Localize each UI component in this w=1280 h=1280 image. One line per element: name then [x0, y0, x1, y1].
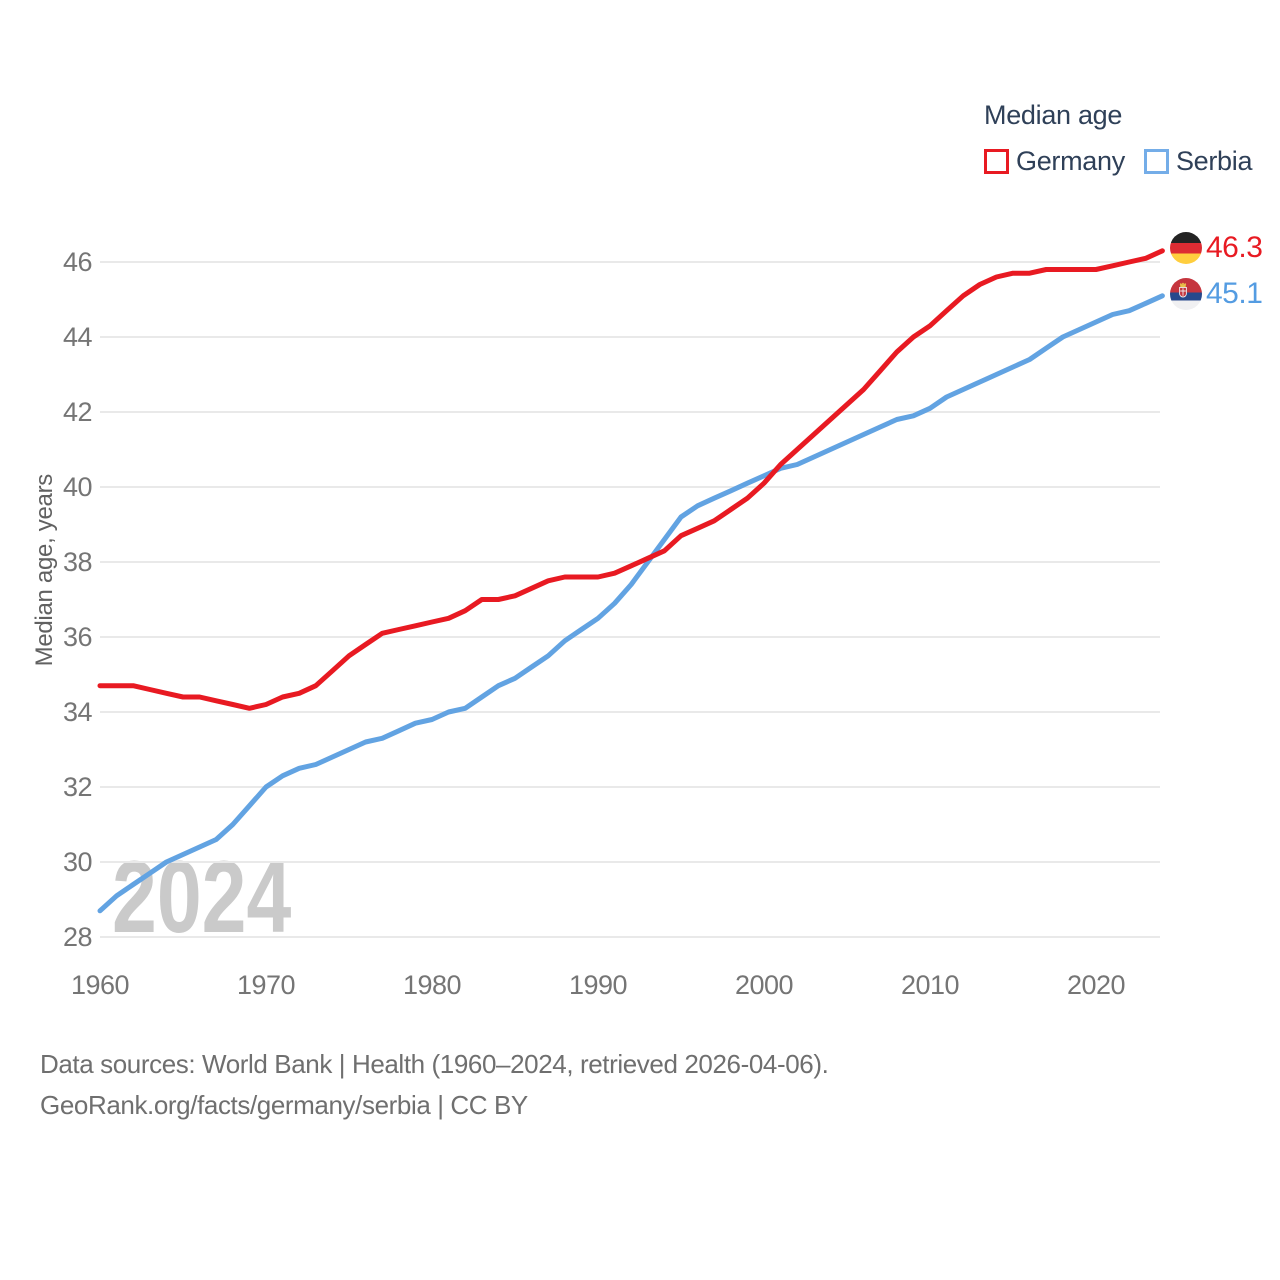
- legend: Median age Germany Serbia: [984, 100, 1252, 177]
- germany-flag-icon: [1170, 232, 1202, 264]
- germany-legend-swatch[interactable]: [984, 149, 1009, 174]
- x-tick-label: 1990: [568, 970, 628, 1000]
- x-tick-label: 2020: [1066, 970, 1126, 1000]
- x-tick-label: 1970: [236, 970, 296, 1000]
- germany-line[interactable]: [97, 248, 1165, 711]
- serbia-end-value: 45.1: [1206, 277, 1263, 310]
- source-line-1: Data sources: World Bank | Health (1960–…: [40, 1049, 829, 1079]
- y-tick-label: 40: [62, 472, 93, 502]
- serbia-legend-swatch[interactable]: [1143, 149, 1169, 174]
- legend-item-germany[interactable]: Germany: [1016, 146, 1125, 176]
- legend-title: Median age: [984, 100, 1123, 130]
- y-tick-label: 42: [62, 397, 93, 427]
- y-tick-label: 38: [62, 547, 93, 577]
- source-attribution: Data sources: World Bank | Health (1960–…: [40, 1044, 829, 1126]
- y-tick-label: 46: [62, 247, 93, 277]
- y-tick-label: 30: [62, 847, 93, 877]
- x-tick-label: 1980: [402, 970, 462, 1000]
- legend-item-serbia[interactable]: Serbia: [1175, 146, 1253, 176]
- y-tick-label: 28: [62, 922, 93, 952]
- x-tick-label: 1960: [70, 970, 130, 1000]
- source-line-2[interactable]: GeoRank.org/facts/germany/serbia | CC BY: [40, 1090, 528, 1120]
- serbia-line[interactable]: [97, 293, 1165, 914]
- germany-end-value: 46.3: [1206, 231, 1263, 264]
- y-tick-label: 34: [62, 697, 93, 727]
- y-tick-label: 36: [62, 622, 93, 652]
- x-tick-label: 2010: [900, 970, 960, 1000]
- x-tick-label: 2000: [734, 970, 794, 1000]
- legend-items: Germany Serbia: [984, 146, 1252, 177]
- y-tick-label: 32: [62, 772, 93, 802]
- y-tick-label: 44: [62, 322, 93, 352]
- serbia-flag-icon: [1170, 278, 1202, 310]
